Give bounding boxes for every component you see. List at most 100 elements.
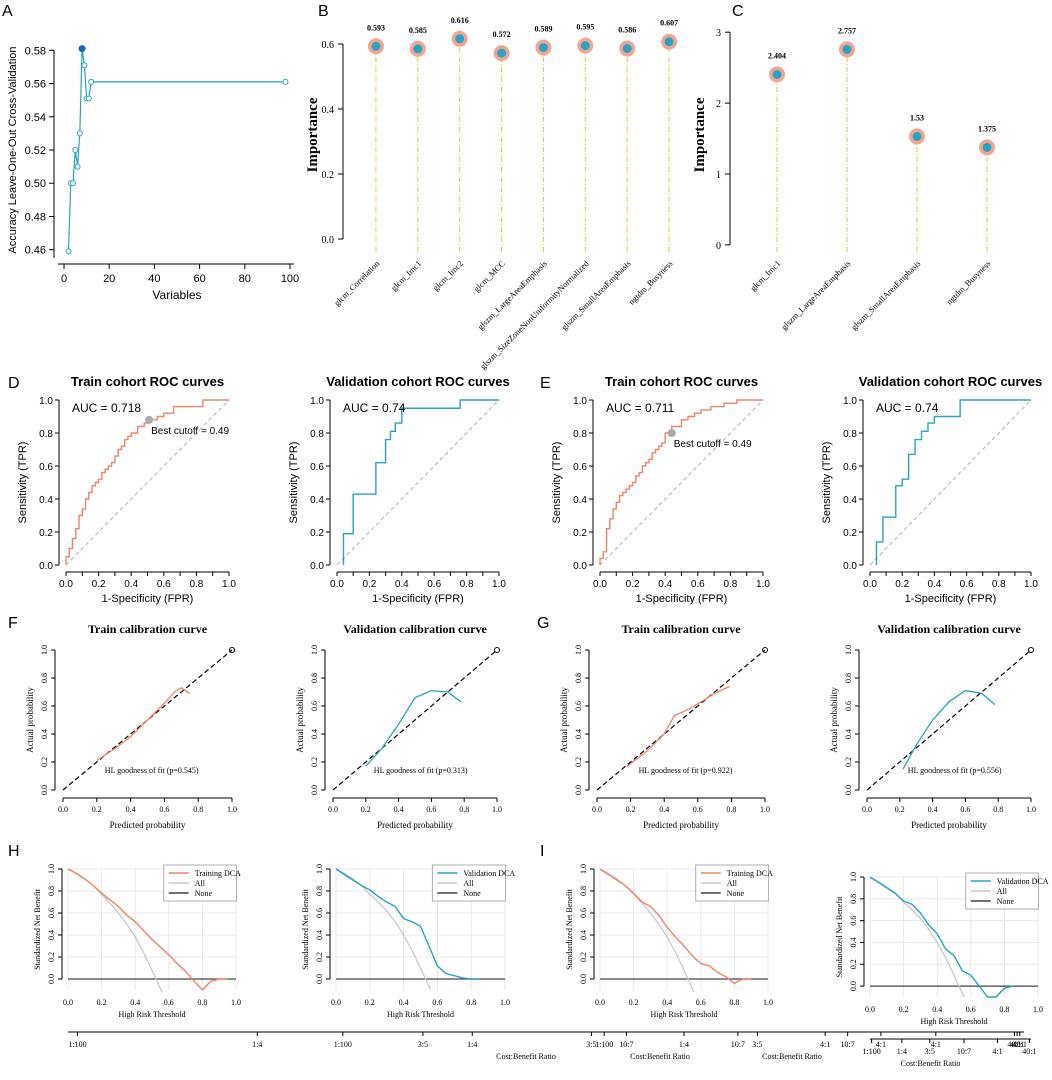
x-tick-label: 0.4 <box>394 805 404 814</box>
y-tick-label: 0.6 <box>849 916 858 926</box>
all-line <box>599 868 695 993</box>
diagonal-reference <box>336 399 500 566</box>
ratio-tick-label: 1:100 <box>595 1040 613 1049</box>
ratio-tick-label: 1:4 <box>252 1040 262 1049</box>
y-tick-label: 0.8 <box>40 673 49 683</box>
x-tick-label: 0.2 <box>895 805 905 814</box>
x-tick-label: 0.2 <box>895 579 909 590</box>
category-label: glszm_LargeAreaEmphasis <box>475 258 548 331</box>
x-tick-label: 0.4 <box>399 998 409 1007</box>
y-tick-label: 0.2 <box>39 528 53 539</box>
ratio-axis-label: Cost:Benefit Ratio <box>630 1052 690 1061</box>
y-tick-label: 1.0 <box>39 396 53 407</box>
roc-curve <box>65 399 229 565</box>
lollipop-head <box>455 34 465 44</box>
chart-title: Validation cohort ROC curves <box>859 374 1043 389</box>
calibration-chart: Train calibration curve 0.0 0.2 0.4 0.6 0.8 1.… <box>559 622 770 830</box>
dca-chart: 0.0 0.2 0.4 0.6 0.8 1.0 Standardized Net Benef… <box>33 864 1024 1061</box>
x-tick-label: 0.2 <box>92 805 102 814</box>
y-tick-label: 0.8 <box>573 429 587 440</box>
y-tick-label: 0.0 <box>849 981 858 991</box>
ratio-tick-label: 3:5 <box>925 1047 935 1056</box>
x-axis-label: Predicted probability <box>643 820 719 830</box>
y-tick-label: 0.0 <box>39 561 53 572</box>
x-tick-label: 1.0 <box>500 998 510 1007</box>
x-tick-label: 0 <box>61 273 67 285</box>
ideal-line <box>62 649 233 791</box>
y-tick-label: 0.8 <box>310 429 324 440</box>
x-tick-label: 0.8 <box>999 1005 1009 1014</box>
ratio-tick-label: 4:1 <box>820 1040 830 1049</box>
x-axis-label: Variables <box>152 288 201 302</box>
roc-curve <box>875 399 1031 565</box>
y-tick-label: 2 <box>716 99 721 110</box>
calibration-chart: Validation calibration curve 0.0 0.2 0.4 0.6… <box>829 622 1036 830</box>
y-tick-label: 1.0 <box>40 645 49 655</box>
x-tick-label: 0.4 <box>927 579 941 590</box>
chart-title: Train cohort ROC curves <box>605 374 758 389</box>
chart-title: Train cohort ROC curves <box>71 374 224 389</box>
y-tick-label: 0.6 <box>322 40 335 51</box>
y-tick-label: 0.0 <box>322 235 335 246</box>
y-tick-label: 0.2 <box>322 170 335 181</box>
x-tick-label: 40 <box>148 273 160 285</box>
y-tick-label: 1.0 <box>579 864 588 874</box>
x-tick-label: 0.4 <box>126 805 136 814</box>
lollipop-head <box>413 44 423 54</box>
y-tick-label: 0.0 <box>844 785 853 795</box>
category-label: glcm_Imc1 <box>748 258 782 292</box>
category-label: glszm_SmallAreaEmphasis <box>849 258 923 332</box>
panel-c-chart: 0 1 2 3 Importance 2.404 glcm_Imc1 2.757 glszm_L… <box>692 26 996 331</box>
y-tick-label: 0.6 <box>315 908 324 918</box>
x-tick-label: 60 <box>193 273 205 285</box>
x-tick-label: 0.0 <box>330 579 344 590</box>
x-tick-label: 0.8 <box>189 579 203 590</box>
panel-label-i: I <box>540 843 544 860</box>
x-tick-label: 0.0 <box>862 805 872 814</box>
legend-label: All <box>463 879 474 888</box>
model-line <box>67 868 228 992</box>
y-tick-label: 0.4 <box>315 930 324 940</box>
y-tick-label: 1.0 <box>574 645 583 655</box>
lollipop-head <box>538 43 548 53</box>
category-label: glcm_Imc1 <box>389 258 423 292</box>
category-label: glcm_Imc2 <box>431 258 465 292</box>
y-tick-label: 0.8 <box>310 673 319 683</box>
ideal-line <box>332 649 498 791</box>
y-tick-label: 0.0 <box>310 561 324 572</box>
x-tick-label: 0.0 <box>58 805 68 814</box>
y-tick-label: 0.50 <box>25 178 46 190</box>
x-tick-label: 0.4 <box>395 579 409 590</box>
category-label: ngtdm_Busyness <box>626 258 674 306</box>
calibration-curve <box>365 689 462 767</box>
ratio-tick-label: 1:100 <box>862 1047 880 1056</box>
chart-title: Train calibration curve <box>621 622 741 636</box>
x-axis-label: 1-Specificity (FPR) <box>372 593 464 605</box>
data-point <box>282 78 289 85</box>
ideal-endpoint <box>1028 647 1034 653</box>
y-tick-label: 1.0 <box>844 645 853 655</box>
y-tick-label: 0.0 <box>47 974 56 984</box>
y-tick-label: 0.4 <box>40 729 49 739</box>
x-tick-label: 0.6 <box>693 805 703 814</box>
ratio-tick-label: 1:100 <box>334 1040 352 1049</box>
y-tick-label: 1.0 <box>310 645 319 655</box>
y-tick-label: 0.54 <box>25 112 46 124</box>
calibration-curve <box>626 685 730 767</box>
x-tick-label: 0.6 <box>691 579 705 590</box>
y-tick-label: 0.6 <box>843 462 857 473</box>
legend-label: None <box>463 889 481 898</box>
x-tick-label: 80 <box>239 273 251 285</box>
y-tick-label: 0.4 <box>47 930 56 940</box>
y-tick-label: 0.0 <box>315 974 324 984</box>
x-tick-label: 0.4 <box>658 579 672 590</box>
x-tick-label: 0.4 <box>928 805 938 814</box>
value-label: 0.589 <box>534 25 552 34</box>
data-point <box>74 163 81 170</box>
y-tick-label: 0.2 <box>844 757 853 767</box>
value-label: 1.375 <box>978 124 996 133</box>
x-tick-label: 0.2 <box>626 805 636 814</box>
value-label: 2.757 <box>838 26 856 35</box>
x-tick-label: 0.0 <box>328 805 338 814</box>
